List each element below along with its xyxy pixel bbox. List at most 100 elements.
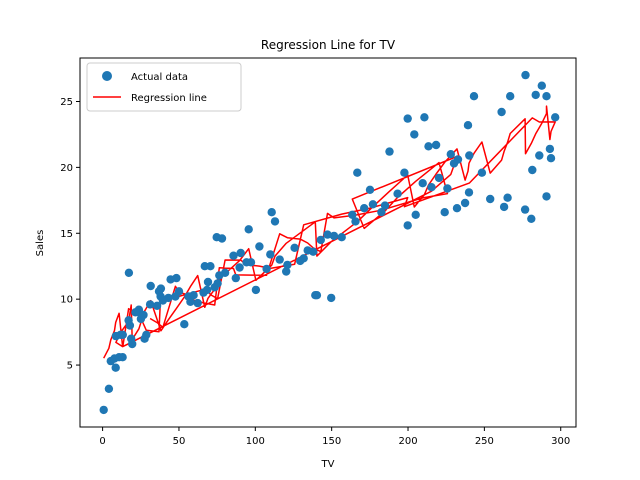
data-point xyxy=(477,168,487,177)
data-point xyxy=(520,205,530,214)
data-point xyxy=(420,113,429,122)
x-tick-label: 0 xyxy=(99,436,105,447)
data-point xyxy=(427,183,436,192)
data-point xyxy=(351,217,360,226)
data-point xyxy=(118,330,128,339)
data-point xyxy=(131,308,140,317)
data-point xyxy=(400,168,409,177)
data-point xyxy=(506,92,515,101)
data-point xyxy=(206,262,215,271)
data-point xyxy=(255,242,264,251)
x-axis-label: TV xyxy=(321,459,335,470)
data-point xyxy=(316,235,325,245)
data-point xyxy=(118,353,127,362)
data-point xyxy=(403,221,412,230)
legend-frame xyxy=(86,62,242,112)
data-point xyxy=(410,130,419,139)
y-tick-label: 15 xyxy=(60,229,73,240)
data-point xyxy=(348,210,357,219)
legend: Actual data Regression line xyxy=(86,62,242,112)
data-point xyxy=(124,268,134,277)
data-point xyxy=(251,285,261,295)
data-point xyxy=(542,192,551,201)
data-point xyxy=(231,273,240,283)
data-point xyxy=(290,243,299,252)
data-point xyxy=(171,292,180,301)
y-axis-label: Sales xyxy=(35,230,46,257)
data-point xyxy=(452,204,462,213)
data-point xyxy=(275,255,284,264)
regression-line-layer xyxy=(103,105,556,359)
data-point xyxy=(145,300,155,309)
y-tick-label: 10 xyxy=(60,295,73,306)
data-point xyxy=(136,314,146,324)
legend-label-actual-data: Actual data xyxy=(131,72,188,83)
data-point xyxy=(424,142,433,151)
y-axis: 5 10 15 20 25 xyxy=(60,97,80,372)
data-point xyxy=(104,384,114,393)
regression-line xyxy=(103,105,556,359)
x-tick-label: 250 xyxy=(475,436,494,447)
data-point xyxy=(337,233,346,242)
legend-marker-actual-data xyxy=(102,71,112,81)
data-point xyxy=(154,287,164,296)
data-point xyxy=(236,248,245,258)
data-point xyxy=(368,200,378,209)
data-point xyxy=(377,208,386,217)
data-point xyxy=(446,150,455,159)
data-point xyxy=(545,144,555,154)
data-point xyxy=(353,168,362,177)
data-point xyxy=(486,194,495,204)
x-tick-label: 150 xyxy=(322,436,341,447)
data-point xyxy=(531,90,540,100)
data-point xyxy=(499,202,509,212)
data-point xyxy=(380,201,390,210)
data-point xyxy=(464,188,474,197)
data-point xyxy=(99,405,108,415)
data-point xyxy=(393,189,402,198)
data-point xyxy=(418,179,427,188)
x-tick-label: 100 xyxy=(246,436,265,447)
data-point xyxy=(411,210,420,219)
data-point xyxy=(535,151,544,160)
data-point xyxy=(267,208,276,217)
data-point xyxy=(385,147,394,156)
data-point xyxy=(303,246,312,255)
x-axis: 0 50 100 150 200 250 300 xyxy=(99,427,570,447)
data-point xyxy=(128,339,137,349)
data-point xyxy=(365,185,375,194)
data-point xyxy=(203,277,213,287)
data-point xyxy=(527,214,536,223)
legend-label-regression-line: Regression line xyxy=(131,93,207,104)
data-point xyxy=(152,301,162,310)
data-point xyxy=(199,288,208,297)
y-tick-label: 25 xyxy=(60,97,73,108)
x-tick-label: 300 xyxy=(551,436,570,447)
data-point xyxy=(270,217,280,226)
scatter-points-layer xyxy=(99,70,560,415)
data-point xyxy=(229,251,238,260)
data-point xyxy=(146,281,155,291)
data-point xyxy=(158,296,168,305)
data-point xyxy=(312,291,322,300)
data-point xyxy=(262,264,271,274)
y-tick-label: 20 xyxy=(60,163,73,174)
data-point xyxy=(215,271,224,280)
data-point xyxy=(142,330,151,339)
chart-title: Regression Line for TV xyxy=(261,38,396,52)
data-point xyxy=(469,92,479,101)
data-point xyxy=(283,260,292,270)
data-point xyxy=(124,316,133,325)
data-point xyxy=(111,363,120,372)
data-point xyxy=(282,267,291,276)
data-point xyxy=(551,113,560,122)
y-tick-label: 5 xyxy=(67,361,73,372)
data-point xyxy=(460,198,470,208)
data-point xyxy=(323,230,332,239)
data-point xyxy=(184,292,193,301)
data-point xyxy=(235,263,244,272)
data-point xyxy=(440,208,449,217)
data-point xyxy=(266,250,275,259)
data-point xyxy=(180,320,189,329)
